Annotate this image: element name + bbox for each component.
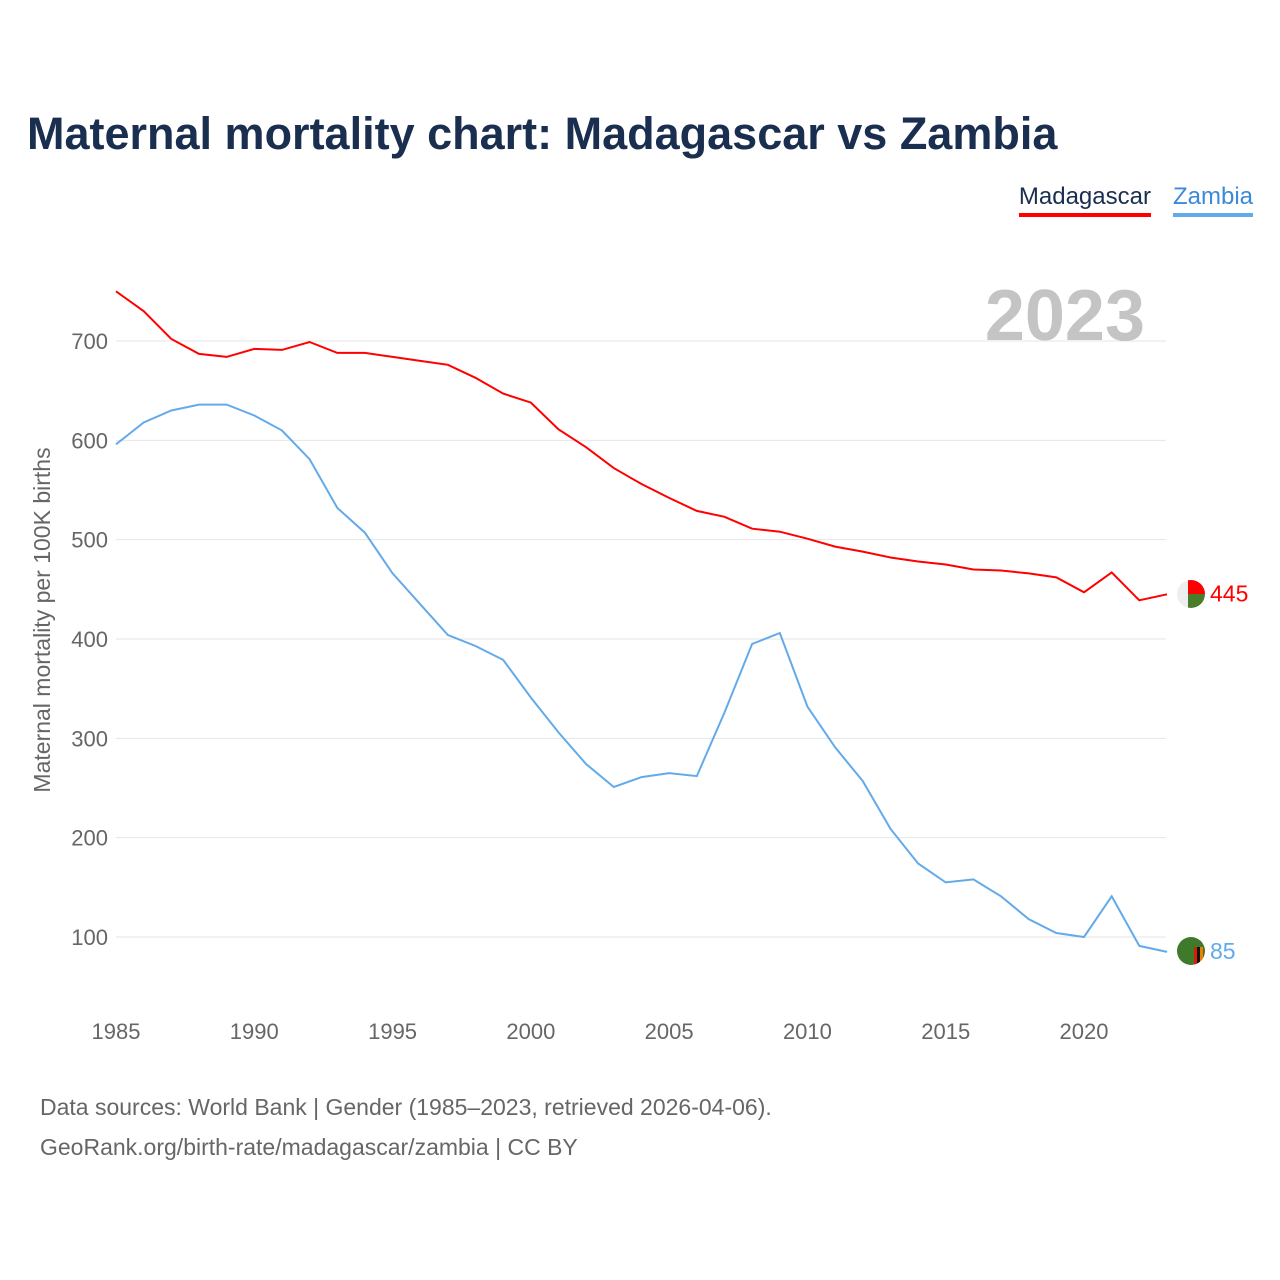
footer: Data sources: World Bank | Gender (1985–… bbox=[40, 1087, 772, 1167]
y-tick-label: 600 bbox=[71, 428, 108, 453]
x-tick-label: 1990 bbox=[230, 1019, 279, 1044]
legend-madagascar[interactable]: Madagascar bbox=[1018, 183, 1151, 217]
y-tick-label: 100 bbox=[71, 925, 108, 950]
year-watermark: 2023 bbox=[985, 276, 1145, 356]
footer-sources: Data sources: World Bank | Gender (1985–… bbox=[40, 1094, 772, 1120]
x-tick-label: 2005 bbox=[645, 1019, 694, 1044]
y-axis-label: Maternal mortality per 100K births bbox=[29, 447, 55, 792]
y-tick-label: 400 bbox=[71, 627, 108, 652]
legend-zambia[interactable]: Zambia bbox=[1172, 183, 1253, 217]
end-label-madagascar: 445 bbox=[1210, 580, 1248, 606]
x-tick-label: 2020 bbox=[1060, 1019, 1109, 1044]
x-tick-label: 1995 bbox=[368, 1019, 417, 1044]
zambia-flag-icon bbox=[1177, 937, 1205, 965]
legend: Madagascar Zambia bbox=[1018, 183, 1253, 217]
end-label-zambia: 85 bbox=[1210, 938, 1236, 964]
series-line-madagascar bbox=[115, 290, 1168, 602]
series-line-zambia bbox=[115, 403, 1168, 953]
footer-link[interactable]: GeoRank.org/birth-rate/madagascar/zambia… bbox=[40, 1134, 578, 1160]
chart-title: Maternal mortality chart: Madagascar vs … bbox=[27, 108, 1058, 159]
y-tick-label: 500 bbox=[71, 528, 108, 553]
x-tick-label: 2010 bbox=[783, 1019, 832, 1044]
y-tick-label: 200 bbox=[71, 826, 108, 851]
x-tick-label: 2015 bbox=[921, 1019, 970, 1044]
madagascar-flag-icon bbox=[1177, 580, 1205, 608]
x-tick-label: 2000 bbox=[506, 1019, 555, 1044]
x-tick-label: 1985 bbox=[92, 1019, 141, 1044]
y-tick-label: 700 bbox=[71, 329, 108, 354]
y-tick-label: 300 bbox=[71, 726, 108, 751]
